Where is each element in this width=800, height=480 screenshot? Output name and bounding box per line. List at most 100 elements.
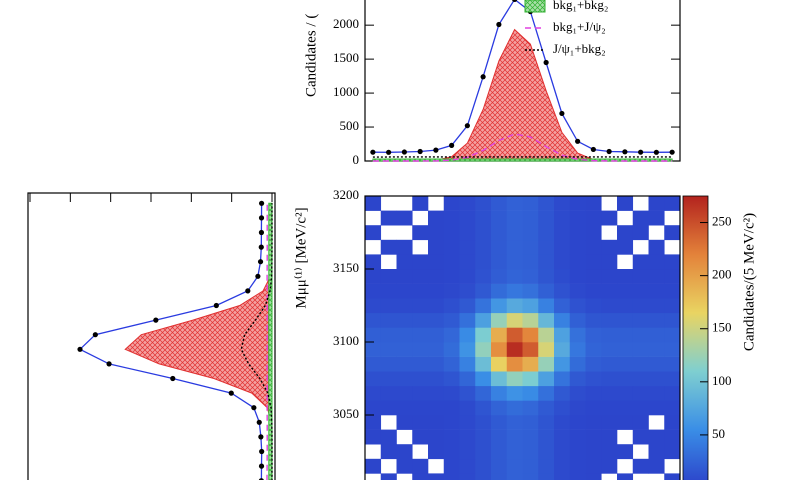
data-point bbox=[433, 147, 439, 153]
heatmap-cell bbox=[601, 210, 618, 226]
heatmap-cell bbox=[522, 458, 539, 474]
data-point bbox=[258, 463, 265, 469]
heatmap-cell bbox=[569, 210, 586, 226]
heatmap-cell bbox=[522, 356, 539, 372]
data-point bbox=[257, 259, 264, 265]
heatmap-cell bbox=[396, 356, 413, 372]
heatmap-cell bbox=[569, 356, 586, 372]
heatmap-cell bbox=[491, 210, 508, 226]
heatmap-cell bbox=[428, 356, 445, 372]
data-point bbox=[401, 149, 407, 155]
heatmap-cell bbox=[506, 444, 523, 460]
data-point bbox=[256, 419, 262, 425]
heatmap-cell bbox=[569, 415, 586, 430]
heatmap-cell bbox=[428, 210, 445, 226]
heatmap-cell bbox=[491, 458, 508, 474]
heatmap-cell bbox=[664, 196, 681, 211]
heatmap-cell bbox=[664, 312, 681, 328]
heatmap-cell bbox=[428, 225, 445, 241]
heatmap-cell bbox=[459, 385, 476, 401]
heatmap-cell bbox=[585, 312, 602, 328]
heatmap-cell bbox=[365, 269, 382, 284]
heatmap-cell bbox=[664, 298, 681, 314]
heatmap-cell bbox=[632, 429, 649, 445]
heatmap-cell bbox=[632, 458, 649, 474]
heatmap-cell bbox=[617, 269, 634, 284]
heatmap-cell bbox=[569, 269, 586, 284]
heatmap-cell bbox=[443, 312, 460, 328]
heatmap-cell bbox=[396, 254, 413, 270]
heatmap-cell bbox=[443, 371, 460, 387]
heatmap-cell bbox=[365, 356, 382, 372]
heatmap-cell bbox=[664, 444, 681, 460]
heatmap-cell bbox=[585, 327, 602, 343]
heatmap-cell bbox=[632, 342, 649, 357]
heatmap-cell bbox=[428, 269, 445, 284]
heatmap-cell bbox=[491, 327, 508, 343]
heatmap-cell bbox=[601, 400, 618, 416]
data-point bbox=[245, 288, 251, 294]
heatmap-cell bbox=[617, 327, 634, 343]
heatmap-cell bbox=[648, 385, 665, 401]
heatmap-cell bbox=[396, 415, 413, 430]
heatmap-cell bbox=[617, 356, 634, 372]
heatmap-cell bbox=[396, 371, 413, 387]
heatmap-cell bbox=[428, 371, 445, 387]
heatmap-cell bbox=[506, 298, 523, 314]
heatmap-cell bbox=[522, 385, 539, 401]
heatmap-cell bbox=[412, 400, 429, 416]
heatmap-cell bbox=[554, 283, 571, 299]
heatmap-cell bbox=[554, 298, 571, 314]
heatmap-cell bbox=[475, 356, 492, 372]
heatmap-cell bbox=[554, 327, 571, 343]
data-point bbox=[464, 123, 470, 129]
heatmap-cell bbox=[396, 458, 413, 474]
heatmap-cell bbox=[617, 239, 634, 255]
heatmap-cell bbox=[365, 458, 382, 474]
heatmap-cell bbox=[617, 312, 634, 328]
heatmap-cell bbox=[648, 269, 665, 284]
heatmap-cell bbox=[459, 356, 476, 372]
heatmap-cell bbox=[380, 312, 397, 328]
heatmap-cell bbox=[396, 342, 413, 357]
heatmap-cell bbox=[664, 400, 681, 416]
heatmap-cell bbox=[648, 298, 665, 314]
heatmap-cell bbox=[428, 239, 445, 255]
heatmap-cell bbox=[554, 429, 571, 445]
heatmap-cell bbox=[459, 196, 476, 211]
heatmap-cell bbox=[443, 327, 460, 343]
heatmap-cell bbox=[585, 458, 602, 474]
data-point bbox=[213, 302, 219, 309]
heatmap-cell bbox=[601, 312, 618, 328]
heatmap-cell bbox=[569, 239, 586, 255]
heatmap-cell bbox=[475, 298, 492, 314]
heatmap-cell bbox=[475, 283, 492, 299]
heatmap-cell bbox=[538, 385, 555, 401]
data-point bbox=[228, 390, 234, 396]
heatmap-cell bbox=[491, 312, 508, 328]
heatmap-cell bbox=[506, 458, 523, 474]
heatmap-cell bbox=[506, 429, 523, 445]
heatmap-cell bbox=[538, 269, 555, 284]
heatmap-cell bbox=[554, 473, 571, 480]
heatmap-cell bbox=[601, 254, 618, 270]
heatmap-cell bbox=[459, 298, 476, 314]
heatmap-cell bbox=[459, 429, 476, 445]
heatmap-cell bbox=[365, 196, 382, 211]
heatmap-cell bbox=[491, 298, 508, 314]
heatmap-cell bbox=[491, 400, 508, 416]
heatmap-cell bbox=[538, 312, 555, 328]
heatmap-cell bbox=[648, 254, 665, 270]
heatmap-cell bbox=[664, 342, 681, 357]
colorbar-tick-label: 200 bbox=[712, 267, 732, 282]
heatmap-cell bbox=[632, 225, 649, 241]
heatmap-cell bbox=[617, 473, 634, 480]
heatmap-cell bbox=[585, 239, 602, 255]
heatmap-cell bbox=[569, 458, 586, 474]
heatmap-cell bbox=[396, 400, 413, 416]
heatmap-cell bbox=[443, 356, 460, 372]
heatmap-cell bbox=[522, 312, 539, 328]
heatmap-cell bbox=[522, 400, 539, 416]
heatmap-cell bbox=[569, 473, 586, 480]
heatmap-cell bbox=[491, 196, 508, 211]
